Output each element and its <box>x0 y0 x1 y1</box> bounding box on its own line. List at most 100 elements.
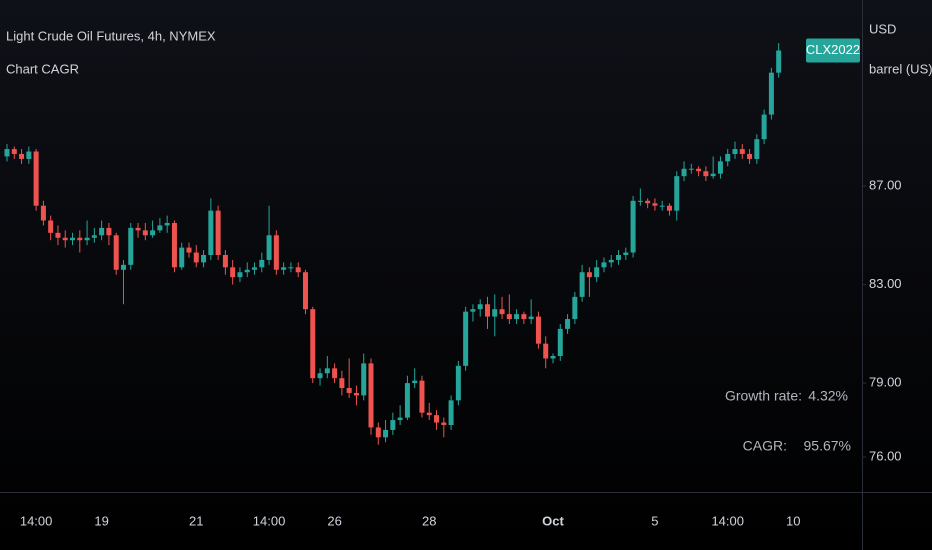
candle-body <box>419 380 425 413</box>
candle-body <box>295 267 301 273</box>
candle-body <box>535 316 541 344</box>
candle-body <box>332 368 338 379</box>
candle-body <box>630 200 636 253</box>
candle-body <box>11 149 17 154</box>
candle-body <box>725 153 731 162</box>
candle-body <box>776 50 782 73</box>
candle-body <box>179 247 185 268</box>
candle-body <box>703 171 709 177</box>
candle-body <box>33 151 39 206</box>
candle-body <box>106 227 112 236</box>
candle-body <box>55 232 61 238</box>
candle-body <box>48 220 54 233</box>
candle-body <box>557 328 563 357</box>
candle-body <box>346 388 352 393</box>
x-tick-label: 14:00 <box>20 513 53 528</box>
candle-body <box>528 316 534 320</box>
candle-body <box>601 262 607 268</box>
chart-title: Light Crude Oil Futures, 4h, NYMEX <box>6 28 216 43</box>
candle-body <box>477 304 483 310</box>
price-label-box <box>806 38 860 63</box>
candle-body <box>230 267 236 278</box>
candle-body <box>470 309 476 312</box>
candle-body <box>150 230 156 236</box>
candles <box>4 43 782 445</box>
candle-body <box>70 237 76 241</box>
annotation-label: Growth rate: <box>725 388 802 404</box>
candle-body <box>128 227 134 265</box>
candle-body <box>142 230 148 236</box>
candle-body <box>201 254 207 263</box>
candle-body <box>608 259 614 263</box>
candle-body <box>404 383 410 418</box>
candle-body <box>26 151 32 159</box>
candle-body <box>288 267 294 269</box>
candle-body <box>135 227 141 231</box>
candle-body <box>594 267 600 278</box>
candle-body <box>565 319 571 329</box>
candle-body <box>688 168 694 170</box>
price-label: CLX2022 <box>806 42 860 57</box>
candle-body <box>441 422 447 425</box>
axis-unit: USD <box>869 21 896 36</box>
candle-body <box>273 235 279 270</box>
candle-body <box>434 415 440 423</box>
candle-body <box>448 400 454 425</box>
candle-body <box>339 378 345 389</box>
candle-body <box>586 272 592 278</box>
candle-body <box>747 153 753 159</box>
chart-subtitle: Chart CAGR <box>6 61 79 76</box>
candle-body <box>732 149 738 154</box>
y-tick-label: 79.00 <box>869 375 902 390</box>
candle-body <box>62 237 68 241</box>
candle-body <box>390 420 396 430</box>
candle-body <box>120 264 126 270</box>
candle-body <box>266 235 272 260</box>
candle-body <box>645 200 651 204</box>
candle-body <box>616 254 622 260</box>
candle-body <box>659 205 665 207</box>
candle-body <box>674 176 680 211</box>
candle-body <box>222 254 228 268</box>
candle-body <box>412 380 418 384</box>
candle-body <box>426 412 432 416</box>
candle-body <box>521 314 527 320</box>
x-tick-label: 26 <box>327 513 341 528</box>
annotation-value: 95.67% <box>804 438 851 454</box>
candle-body <box>550 356 556 359</box>
candle-body <box>492 309 498 317</box>
candle-body <box>463 311 469 366</box>
candle-body <box>368 363 374 428</box>
candle-body <box>113 235 119 270</box>
candle-body <box>375 427 381 438</box>
candle-body <box>761 114 767 140</box>
candle-body <box>499 309 505 315</box>
candle-body <box>397 417 403 421</box>
x-tick-label: 10 <box>786 513 800 528</box>
candle-body <box>252 267 258 270</box>
candle-body <box>310 309 316 379</box>
candle-body <box>244 269 250 273</box>
x-tick-label: 5 <box>651 513 658 528</box>
candle-body <box>4 149 10 157</box>
candle-body <box>623 252 629 255</box>
candle-body <box>208 210 214 255</box>
candle-body <box>514 314 520 320</box>
candle-body <box>666 205 672 211</box>
candle-body <box>652 203 658 206</box>
candle-body <box>281 267 287 270</box>
candle-body <box>543 343 549 359</box>
x-tick-label: Oct <box>542 513 564 528</box>
candle-body <box>19 153 25 159</box>
candle-body <box>696 168 702 172</box>
candle-body <box>84 237 90 241</box>
y-tick-label: 83.00 <box>869 276 902 291</box>
candle-body <box>40 205 46 221</box>
candle-body <box>739 149 745 154</box>
x-tick-label: 14:00 <box>711 513 744 528</box>
x-tick-label: 28 <box>422 513 436 528</box>
candle-body <box>259 259 265 268</box>
y-tick-label: 76.00 <box>869 448 902 463</box>
